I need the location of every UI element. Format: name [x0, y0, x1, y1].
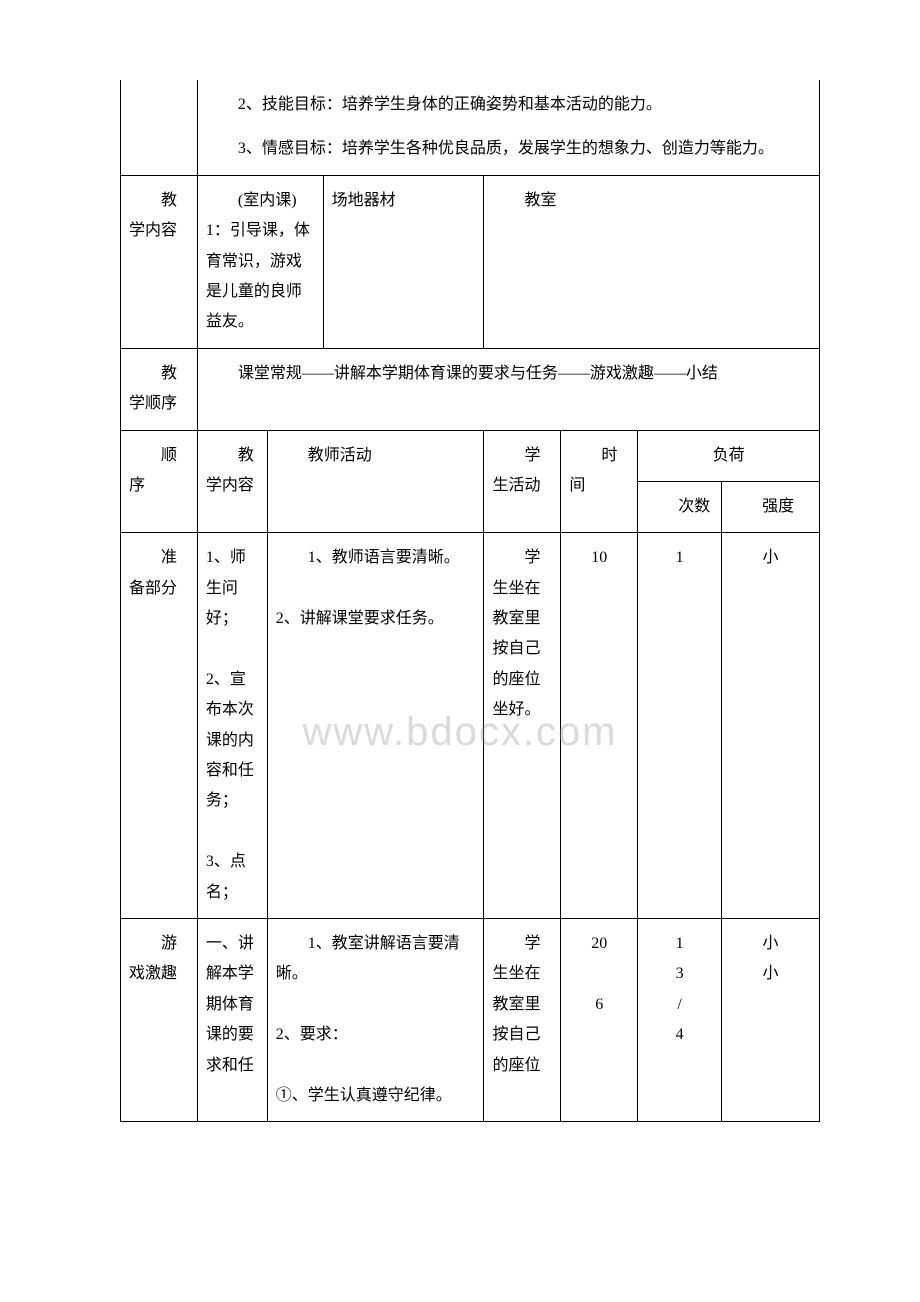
venue-value: 教室	[484, 175, 820, 348]
cell-time: 20 6	[561, 918, 638, 1121]
cell-time: 10	[561, 533, 638, 919]
cell-student: 学生坐在教室里按自己的座位坐好。	[484, 533, 561, 919]
lesson-plan-table: 2、技能目标：培养学生身体的正确姿势和基本活动的能力。 3、情感目标：培养学生各…	[120, 80, 820, 1122]
cell-teacher: 1、教室讲解语言要清晰。 2、要求： ①、学生认真遵守纪律。	[267, 918, 484, 1121]
table-row: 准备部分 1、师生问好； 2、宣布本次课的内容和任务； 3、点名； 1、教师语言…	[121, 533, 820, 919]
emotion-objective: 3、情感目标：培养学生各种优良品质，发展学生的想象力、创造力等能力。	[206, 134, 811, 164]
cell-order: 准备部分	[121, 533, 198, 919]
cell-count: 1 3 / 4	[638, 918, 722, 1121]
cell-teacher: 1、教师语言要清晰。 2、讲解课堂要求任务。	[267, 533, 484, 919]
objectives-cell: 2、技能目标：培养学生身体的正确姿势和基本活动的能力。 3、情感目标：培养学生各…	[197, 80, 819, 175]
hdr-student: 学生活动	[484, 430, 561, 533]
cell-content: 一、讲解本学期体育课的要求和任	[197, 918, 267, 1121]
table-row: 游戏激趣 一、讲解本学期体育课的要求和任 1、教室讲解语言要清晰。 2、要求： …	[121, 918, 820, 1121]
content-label: 教学内容	[121, 175, 198, 348]
hdr-load: 负荷	[638, 430, 820, 481]
content-text: (室内课) 1：引导课，体育常识，游戏是儿童的良师益友。	[197, 175, 323, 348]
hdr-time: 时间	[561, 430, 638, 533]
objectives-label-cell	[121, 80, 198, 175]
hdr-count: 次数	[638, 481, 722, 532]
cell-student: 学生坐在教室里按自己的座位	[484, 918, 561, 1121]
sequence-text: 课堂常规——讲解本学期体育课的要求与任务——游戏激趣——小结	[197, 348, 819, 430]
hdr-order: 顺序	[121, 430, 198, 533]
cell-intensity: 小 小	[722, 918, 820, 1121]
hdr-content: 教学内容	[197, 430, 267, 533]
cell-order: 游戏激趣	[121, 918, 198, 1121]
cell-count: 1	[638, 533, 722, 919]
skill-objective: 2、技能目标：培养学生身体的正确姿势和基本活动的能力。	[206, 90, 811, 120]
hdr-teacher: 教师活动	[267, 430, 484, 533]
venue-label: 场地器材	[323, 175, 484, 348]
cell-content: 1、师生问好； 2、宣布本次课的内容和任务； 3、点名；	[197, 533, 267, 919]
hdr-intensity: 强度	[722, 481, 820, 532]
sequence-label: 教学顺序	[121, 348, 198, 430]
cell-intensity: 小	[722, 533, 820, 919]
